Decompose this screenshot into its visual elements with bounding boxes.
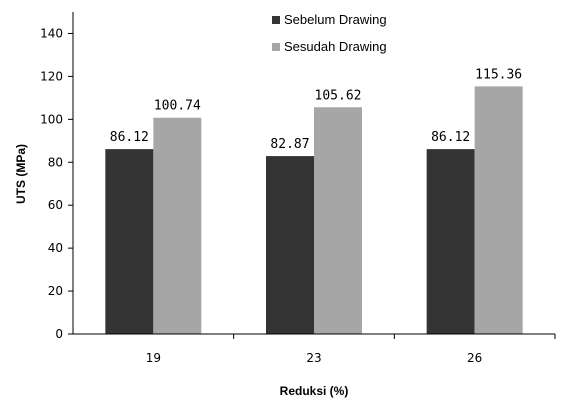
y-tick-label: 20	[48, 284, 63, 298]
bar-sesudah-23	[314, 107, 362, 334]
data-label: 115.36	[475, 67, 522, 82]
data-label: 86.12	[110, 130, 149, 145]
legend: Sebelum Drawing Sesudah Drawing	[272, 12, 387, 54]
y-axis-ticks: 0 20 40 60 80 100 120 140	[40, 26, 73, 341]
bar-sesudah-26	[474, 86, 523, 334]
x-tick-label: 19	[146, 351, 161, 365]
y-tick-label: 80	[48, 155, 63, 169]
bar-sesudah-19	[153, 117, 202, 334]
bar-sebelum-23	[266, 156, 314, 334]
data-labels: 86.12 100.74 82.87 105.62 86.12 115.36	[110, 67, 522, 152]
x-axis-title: Reduksi (%)	[280, 384, 349, 398]
y-tick-label: 60	[48, 198, 63, 212]
data-label: 82.87	[270, 137, 309, 152]
bar-sebelum-26	[426, 149, 475, 334]
legend-swatch-sesudah	[272, 43, 280, 51]
bars	[105, 86, 523, 334]
y-tick-label: 140	[40, 26, 63, 40]
x-tick-label: 23	[306, 351, 321, 365]
y-tick-label: 120	[40, 69, 63, 83]
data-label: 100.74	[154, 99, 201, 114]
x-tick-label: 26	[467, 351, 482, 365]
data-label: 105.62	[315, 88, 362, 103]
y-axis-title: UTS (MPa)	[14, 144, 28, 204]
legend-label-sesudah: Sesudah Drawing	[284, 39, 387, 54]
data-label: 86.12	[431, 130, 470, 145]
y-tick-label: 100	[40, 112, 63, 126]
x-axis-ticks: 19 23 26	[146, 334, 556, 365]
legend-swatch-sebelum	[272, 16, 280, 24]
legend-label-sebelum: Sebelum Drawing	[284, 12, 387, 27]
y-tick-label: 40	[48, 241, 63, 255]
y-tick-label: 0	[55, 327, 63, 341]
bar-sebelum-19	[105, 149, 154, 334]
